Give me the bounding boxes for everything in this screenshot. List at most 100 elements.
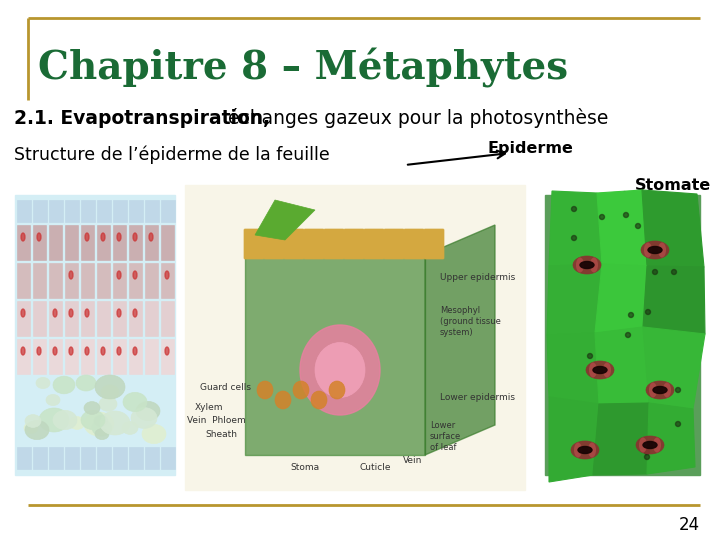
Bar bbox=[81, 339, 94, 374]
Ellipse shape bbox=[85, 347, 89, 355]
Ellipse shape bbox=[644, 449, 649, 455]
Text: Lower
surface
of leaf: Lower surface of leaf bbox=[430, 421, 462, 452]
Text: Stoma: Stoma bbox=[290, 463, 319, 472]
Ellipse shape bbox=[629, 313, 634, 318]
Bar bbox=[161, 447, 175, 469]
Ellipse shape bbox=[101, 233, 105, 241]
Polygon shape bbox=[245, 255, 425, 455]
Ellipse shape bbox=[25, 421, 49, 440]
Ellipse shape bbox=[21, 347, 25, 355]
Text: Lower epidermis: Lower epidermis bbox=[440, 393, 515, 402]
Bar bbox=[17, 339, 30, 374]
Ellipse shape bbox=[76, 375, 96, 391]
Bar bbox=[65, 301, 78, 336]
Text: Mesophyl
(ground tissue
system): Mesophyl (ground tissue system) bbox=[440, 306, 501, 337]
Bar bbox=[113, 225, 126, 260]
Ellipse shape bbox=[81, 410, 105, 430]
Ellipse shape bbox=[257, 381, 273, 399]
Bar bbox=[97, 447, 111, 469]
Ellipse shape bbox=[92, 420, 112, 436]
Ellipse shape bbox=[586, 361, 614, 379]
Bar bbox=[17, 200, 31, 222]
Bar bbox=[145, 263, 158, 298]
Ellipse shape bbox=[133, 233, 137, 241]
Ellipse shape bbox=[636, 436, 664, 454]
Ellipse shape bbox=[641, 241, 669, 259]
Ellipse shape bbox=[600, 214, 605, 219]
Bar bbox=[49, 301, 62, 336]
Ellipse shape bbox=[571, 441, 599, 459]
Bar bbox=[33, 447, 47, 469]
Bar bbox=[33, 225, 46, 260]
Bar bbox=[81, 447, 95, 469]
Ellipse shape bbox=[117, 309, 121, 317]
Ellipse shape bbox=[636, 224, 641, 228]
Ellipse shape bbox=[84, 402, 100, 414]
Bar bbox=[17, 225, 30, 260]
Ellipse shape bbox=[311, 391, 327, 409]
Bar bbox=[49, 200, 63, 222]
Ellipse shape bbox=[25, 415, 41, 427]
Polygon shape bbox=[643, 327, 705, 409]
Ellipse shape bbox=[85, 233, 89, 241]
Ellipse shape bbox=[100, 411, 130, 435]
Ellipse shape bbox=[624, 213, 629, 218]
Bar bbox=[113, 263, 126, 298]
FancyBboxPatch shape bbox=[424, 229, 444, 259]
Polygon shape bbox=[547, 333, 599, 404]
Text: Stomate: Stomate bbox=[635, 178, 711, 192]
Bar bbox=[49, 225, 62, 260]
FancyBboxPatch shape bbox=[344, 229, 364, 259]
Bar bbox=[129, 200, 143, 222]
Text: Guard cells: Guard cells bbox=[200, 383, 251, 392]
Polygon shape bbox=[597, 190, 647, 266]
Polygon shape bbox=[425, 225, 495, 455]
Bar bbox=[161, 301, 174, 336]
Bar bbox=[113, 339, 126, 374]
Ellipse shape bbox=[142, 424, 166, 443]
Ellipse shape bbox=[300, 325, 380, 415]
Bar bbox=[81, 200, 95, 222]
Bar bbox=[33, 263, 46, 298]
Ellipse shape bbox=[588, 354, 593, 359]
Ellipse shape bbox=[85, 309, 89, 317]
Bar bbox=[65, 447, 79, 469]
FancyBboxPatch shape bbox=[244, 229, 264, 259]
Bar bbox=[65, 225, 78, 260]
Bar bbox=[161, 225, 174, 260]
Bar bbox=[97, 200, 111, 222]
Polygon shape bbox=[647, 403, 695, 474]
Bar bbox=[145, 200, 159, 222]
Ellipse shape bbox=[21, 309, 25, 317]
Bar bbox=[145, 447, 159, 469]
Ellipse shape bbox=[672, 269, 677, 274]
Bar bbox=[145, 225, 158, 260]
Ellipse shape bbox=[133, 271, 137, 279]
Ellipse shape bbox=[589, 362, 597, 377]
FancyBboxPatch shape bbox=[384, 229, 404, 259]
Bar bbox=[17, 263, 30, 298]
Bar bbox=[49, 339, 62, 374]
Ellipse shape bbox=[574, 442, 582, 457]
Ellipse shape bbox=[653, 437, 661, 453]
Ellipse shape bbox=[275, 391, 291, 409]
Ellipse shape bbox=[37, 347, 41, 355]
Bar bbox=[17, 301, 30, 336]
Ellipse shape bbox=[658, 242, 666, 258]
FancyBboxPatch shape bbox=[364, 229, 384, 259]
Polygon shape bbox=[547, 264, 602, 335]
Bar bbox=[161, 200, 175, 222]
Text: Structure de l’épiderme de la feuille: Structure de l’épiderme de la feuille bbox=[14, 146, 330, 164]
Text: 2.1. Evapotranspiration,: 2.1. Evapotranspiration, bbox=[14, 109, 270, 127]
Bar bbox=[65, 200, 79, 222]
Ellipse shape bbox=[593, 367, 607, 374]
Ellipse shape bbox=[95, 375, 125, 399]
Bar bbox=[145, 339, 158, 374]
Ellipse shape bbox=[95, 428, 109, 440]
Ellipse shape bbox=[646, 381, 674, 399]
Bar bbox=[97, 263, 110, 298]
Ellipse shape bbox=[136, 401, 160, 421]
Ellipse shape bbox=[69, 347, 73, 355]
Ellipse shape bbox=[133, 347, 137, 355]
Polygon shape bbox=[595, 264, 647, 333]
